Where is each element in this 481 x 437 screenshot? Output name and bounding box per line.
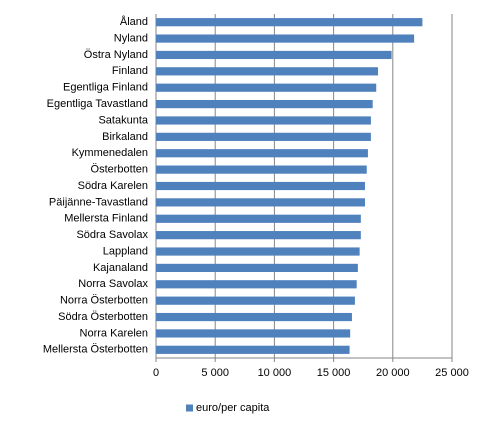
bar [156, 165, 367, 174]
y-tick-label: Södra Savolax [76, 229, 148, 241]
x-tick-label: 20 000 [376, 367, 410, 379]
x-tick-label: 0 [153, 367, 159, 379]
bar [156, 247, 360, 256]
bar [156, 100, 373, 109]
y-tick-label: Mellersta Österbotten [43, 344, 148, 356]
x-tick-label: 5 000 [201, 367, 229, 379]
y-tick-label: Lappland [103, 245, 148, 257]
bar [156, 116, 371, 125]
bar [156, 345, 350, 354]
x-tick-label: 10 000 [258, 367, 292, 379]
y-tick-label: Norra Savolax [78, 278, 148, 290]
y-tick-label: Egentliga Tavastland [47, 98, 148, 110]
y-tick-label: Östra Nyland [84, 49, 148, 61]
bar [156, 296, 355, 305]
y-tick-label: Kajanaland [93, 262, 148, 274]
y-tick-label: Södra Österbotten [58, 311, 148, 323]
legend-swatch [186, 404, 193, 412]
y-tick-label: Åland [120, 15, 148, 28]
x-tick-label: 25 000 [435, 367, 469, 379]
y-tick-label: Satakunta [98, 114, 148, 126]
legend-label: euro/per capita [196, 402, 270, 414]
y-tick-label: Kymmenedalen [72, 147, 148, 159]
y-tick-label: Norra Karelen [80, 327, 148, 339]
bar [156, 312, 352, 322]
bar [156, 198, 365, 207]
y-tick-label: Egentliga Finland [63, 82, 148, 94]
bar [156, 34, 415, 43]
y-tick-label: Österbotten [91, 164, 148, 176]
bar [156, 214, 361, 223]
bar [156, 329, 351, 338]
y-tick-label: Päijänne-Tavastland [49, 196, 148, 208]
bar [156, 280, 357, 289]
bar [156, 149, 368, 158]
bar [156, 263, 358, 272]
x-tick-label: 15 000 [317, 367, 351, 379]
bar [156, 132, 371, 141]
y-tick-label: Norra Österbotten [60, 295, 148, 307]
y-tick-label: Nyland [114, 32, 148, 44]
bar [156, 50, 392, 60]
y-tick-label: Mellersta Finland [64, 213, 148, 225]
bar [156, 83, 377, 92]
y-tick-label: Södra Karelen [78, 180, 148, 192]
y-tick-label: Birkaland [102, 131, 148, 143]
bar [156, 67, 378, 76]
y-tick-label: Finland [112, 65, 148, 77]
bar [156, 18, 423, 27]
bar [156, 181, 365, 191]
bar [156, 231, 361, 240]
